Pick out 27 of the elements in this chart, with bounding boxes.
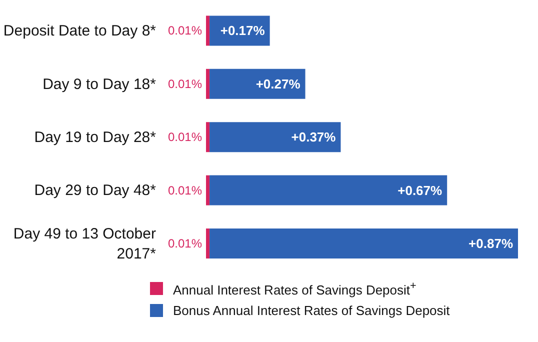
data-label: 0.01% (168, 76, 202, 91)
bar (206, 175, 210, 206)
data-label: +0.67% (398, 182, 443, 198)
legend-label: Annual Interest Rates of Savings Deposit$^{+}$ (173, 280, 416, 298)
legend-label: Bonus Annual Interest Rates of Savings Deposit (173, 303, 450, 318)
data-label: +0.17% (220, 23, 266, 38)
bar (210, 16, 270, 46)
bar (206, 122, 210, 152)
bar (210, 68, 306, 99)
data-label: 0.01% (168, 183, 202, 198)
data-label: +0.37% (291, 130, 336, 145)
bar (210, 122, 341, 152)
data-label: +0.27% (256, 76, 301, 92)
y-tick-label: Deposit Date to Day 8* (3, 22, 156, 40)
data-label: 0.01% (168, 236, 202, 251)
bar (206, 228, 210, 259)
bar (206, 16, 210, 46)
y-tick-label: Day 49 to 13 October 2017* (13, 224, 156, 262)
y-tick-label: Day 29 to Day 48* (34, 182, 156, 199)
y-tick-label: Day 9 to Day 18* (42, 75, 156, 92)
bar (206, 68, 210, 99)
data-label: 0.01% (168, 24, 202, 38)
bar (210, 228, 518, 259)
data-label: 0.01% (168, 130, 202, 144)
data-label: +0.87% (468, 236, 514, 252)
bar (210, 175, 448, 206)
y-tick-label: Day 19 to Day 28* (34, 128, 156, 146)
